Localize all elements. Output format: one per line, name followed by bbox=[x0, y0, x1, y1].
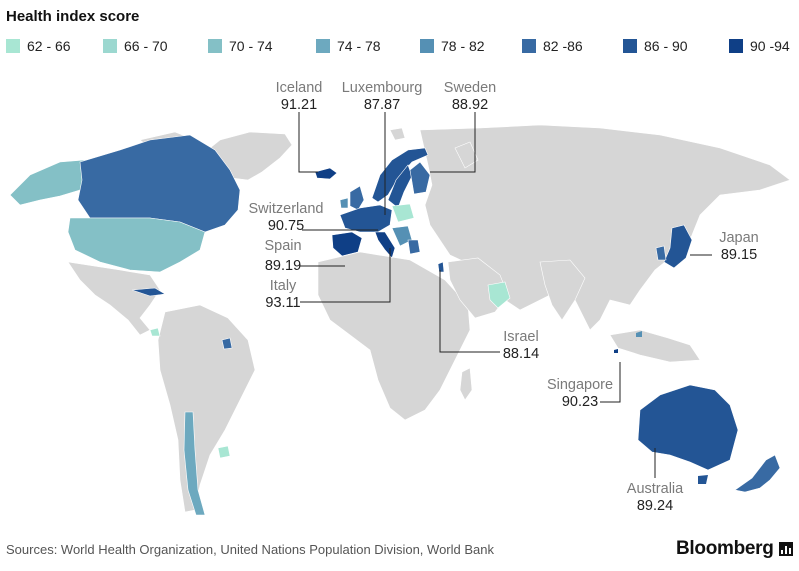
callout-australia: Australia 89.24 bbox=[627, 481, 684, 514]
svg-text:Sweden: Sweden bbox=[444, 80, 496, 96]
legend-label: 66 - 70 bbox=[124, 38, 168, 54]
svg-text:Luxembourg: Luxembourg bbox=[342, 80, 423, 96]
legend-label: 62 - 66 bbox=[27, 38, 71, 54]
legend-swatch bbox=[729, 39, 743, 53]
leader-lines bbox=[298, 112, 712, 478]
colored-countries bbox=[9, 134, 781, 516]
svg-text:88.92: 88.92 bbox=[452, 97, 488, 113]
svg-text:Australia: Australia bbox=[627, 481, 684, 497]
callout-switzerland: Switzerland 90.75 bbox=[249, 201, 324, 234]
legend-label: 90 -94 bbox=[750, 38, 790, 54]
svg-text:89.19: 89.19 bbox=[265, 258, 301, 274]
svg-text:91.21: 91.21 bbox=[281, 97, 317, 113]
legend-item: 70 - 74 bbox=[208, 38, 273, 54]
legend-item: 78 - 82 bbox=[420, 38, 485, 54]
callout-singapore: Singapore 90.23 bbox=[547, 377, 613, 410]
legend-item: 86 - 90 bbox=[623, 38, 688, 54]
legend-item: 82 -86 bbox=[522, 38, 583, 54]
svg-text:90.75: 90.75 bbox=[268, 218, 304, 234]
callout-sweden: Sweden 88.92 bbox=[444, 80, 496, 113]
legend-label: 74 - 78 bbox=[337, 38, 381, 54]
legend-label: 82 -86 bbox=[543, 38, 583, 54]
svg-text:Israel: Israel bbox=[503, 329, 538, 345]
legend-item: 66 - 70 bbox=[103, 38, 168, 54]
bloomberg-logo: Bloomberg bbox=[676, 538, 793, 560]
legend-swatch bbox=[6, 39, 20, 53]
svg-text:Singapore: Singapore bbox=[547, 377, 613, 393]
legend-item: 74 - 78 bbox=[316, 38, 381, 54]
legend: 62 - 66 66 - 70 70 - 74 74 - 78 78 - 82 82 -8… bbox=[6, 38, 796, 56]
svg-text:87.87: 87.87 bbox=[364, 97, 400, 113]
svg-text:Italy: Italy bbox=[270, 278, 297, 294]
legend-label: 78 - 82 bbox=[441, 38, 485, 54]
callout-spain: Spain 89.19 bbox=[264, 238, 301, 274]
legend-swatch bbox=[316, 39, 330, 53]
legend-item: 90 -94 bbox=[729, 38, 790, 54]
legend-swatch bbox=[103, 39, 117, 53]
svg-text:Switzerland: Switzerland bbox=[249, 201, 324, 217]
svg-text:88.14: 88.14 bbox=[503, 346, 539, 362]
svg-text:89.15: 89.15 bbox=[721, 247, 757, 263]
callout-italy: Italy 93.11 bbox=[265, 278, 300, 311]
svg-text:Iceland: Iceland bbox=[276, 80, 323, 96]
callout-japan: Japan 89.15 bbox=[719, 230, 759, 263]
svg-text:89.24: 89.24 bbox=[637, 498, 673, 514]
legend-label: 86 - 90 bbox=[644, 38, 688, 54]
svg-text:93.11: 93.11 bbox=[265, 295, 300, 311]
svg-text:90.23: 90.23 bbox=[562, 394, 598, 410]
chart-title: Health index score bbox=[6, 8, 140, 25]
bar-chart-icon bbox=[778, 542, 793, 556]
callout-luxembourg: Luxembourg 87.87 bbox=[342, 80, 423, 113]
brand-name: Bloomberg bbox=[676, 538, 774, 559]
callout-israel: Israel 88.14 bbox=[503, 329, 539, 362]
legend-swatch bbox=[522, 39, 536, 53]
callout-iceland: Iceland 91.21 bbox=[276, 80, 323, 113]
svg-text:Japan: Japan bbox=[719, 230, 759, 246]
legend-swatch bbox=[208, 39, 222, 53]
source-note: Sources: World Health Organization, Unit… bbox=[6, 542, 494, 557]
legend-item: 62 - 66 bbox=[6, 38, 71, 54]
legend-swatch bbox=[623, 39, 637, 53]
legend-label: 70 - 74 bbox=[229, 38, 273, 54]
legend-swatch bbox=[420, 39, 434, 53]
svg-text:Spain: Spain bbox=[264, 238, 301, 254]
